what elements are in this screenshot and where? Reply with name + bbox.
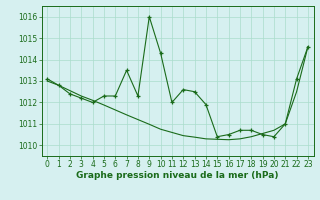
X-axis label: Graphe pression niveau de la mer (hPa): Graphe pression niveau de la mer (hPa) — [76, 171, 279, 180]
